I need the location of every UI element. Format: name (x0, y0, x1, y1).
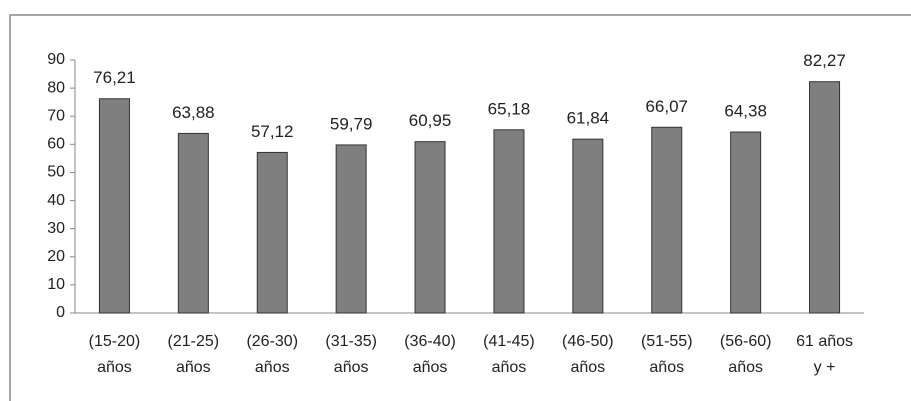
bar (493, 129, 525, 314)
value-label: 57,12 (251, 122, 294, 141)
x-tick-label: (15-20) (89, 333, 141, 350)
bar (809, 81, 841, 314)
y-tick-label: 30 (47, 220, 65, 237)
bar (98, 98, 130, 314)
bar (414, 141, 446, 314)
x-tick-label: años (649, 359, 684, 376)
value-label: 76,21 (93, 68, 136, 87)
y-tick-label: 90 (47, 51, 65, 68)
x-tick-label: años (97, 359, 132, 376)
y-tick-label: 20 (47, 248, 65, 265)
y-tick-label: 40 (47, 192, 65, 209)
value-label: 63,88 (172, 103, 215, 122)
bar (572, 138, 604, 314)
x-tick-label: años (176, 359, 211, 376)
y-tick-label: 80 (47, 79, 65, 96)
x-tick-label: (21-25) (168, 333, 220, 350)
bar (730, 131, 762, 314)
y-tick-label: 0 (56, 304, 65, 321)
y-tick-label: 60 (47, 136, 65, 153)
bar (335, 144, 367, 314)
y-tick-label: 50 (47, 164, 65, 181)
y-tick-label: 10 (47, 276, 65, 293)
value-label: 65,18 (488, 99, 531, 118)
x-tick-label: años (728, 359, 763, 376)
x-tick-label: (41-45) (483, 333, 535, 350)
bar (177, 132, 209, 314)
x-tick-label: años (570, 359, 605, 376)
x-tick-label: años (334, 359, 369, 376)
x-tick-label: (51-55) (641, 333, 693, 350)
x-tick-label: (26-30) (246, 333, 298, 350)
value-label: 61,84 (567, 109, 610, 128)
value-label: 64,38 (724, 102, 767, 121)
x-tick-label: (36-40) (404, 333, 456, 350)
x-tick-label: y + (814, 359, 836, 376)
value-label: 82,27 (803, 51, 846, 70)
x-tick-label: años (413, 359, 448, 376)
x-tick-label: 61 años (796, 333, 853, 350)
value-label: 66,07 (645, 97, 688, 116)
x-tick-label: años (492, 359, 527, 376)
x-tick-label: (31-35) (325, 333, 377, 350)
bar (256, 151, 288, 314)
value-label: 59,79 (330, 114, 373, 133)
x-tick-label: (46-50) (562, 333, 614, 350)
x-tick-label: (56-60) (720, 333, 772, 350)
value-label: 60,95 (409, 111, 452, 130)
bar (651, 126, 683, 314)
x-tick-label: años (255, 359, 290, 376)
y-tick-label: 70 (47, 107, 65, 124)
chart-frame (9, 14, 911, 401)
